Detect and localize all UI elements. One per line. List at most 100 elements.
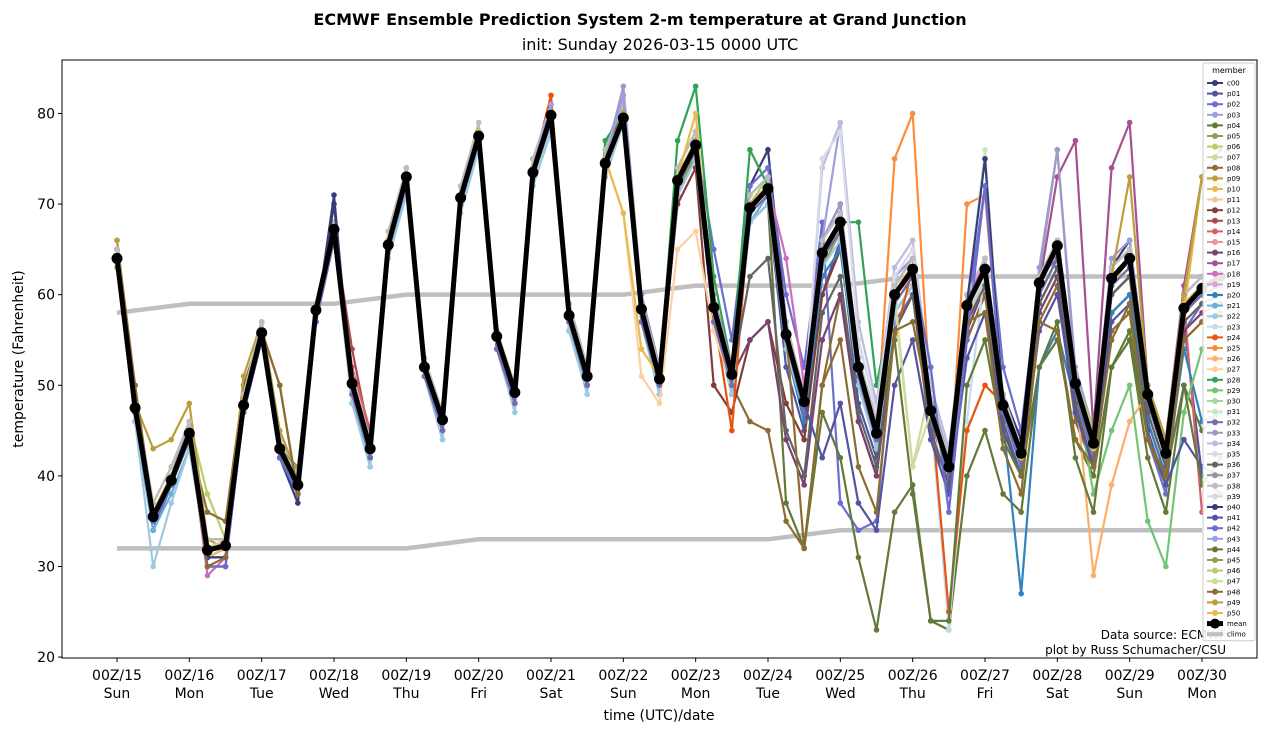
member-point-p34 [909, 237, 916, 244]
member-point-p42 [222, 563, 229, 570]
chart-subtitle: init: Sunday 2026-03-15 0000 UTC [522, 35, 798, 54]
legend-label: p28 [1227, 376, 1240, 384]
mean-point [871, 427, 882, 439]
mean-point [527, 166, 539, 178]
member-point-p22 [150, 563, 156, 570]
mean-point [129, 402, 141, 414]
legend-swatch-marker [1212, 281, 1218, 288]
legend-label: p40 [1227, 504, 1240, 512]
legend-label: p47 [1227, 578, 1240, 586]
mean-point [943, 461, 955, 473]
legend-entry-p01: p01 [1207, 90, 1240, 98]
legend-entry-p22: p22 [1207, 313, 1240, 321]
member-point-p44 [1126, 328, 1133, 334]
legend-swatch-marker [1212, 440, 1218, 447]
member-point-p48 [204, 563, 211, 570]
member-point-p20 [801, 418, 807, 425]
member-point-p16 [765, 319, 771, 325]
legend-entry-p40: p40 [1207, 504, 1240, 512]
member-point-p22 [512, 409, 518, 416]
mean-point [798, 396, 810, 408]
member-point-p02 [855, 527, 862, 534]
member-point-p26 [1108, 482, 1115, 488]
legend-swatch-marker [1212, 535, 1218, 542]
legend-label: p08 [1227, 164, 1240, 172]
legend-entry-p10: p10 [1207, 186, 1240, 194]
member-point-p40 [982, 155, 988, 162]
mean-point [400, 171, 412, 183]
legend-label: p49 [1227, 599, 1240, 607]
series-group [111, 83, 1226, 633]
legend-entry-p38: p38 [1207, 482, 1240, 490]
legend-label: p31 [1227, 408, 1240, 416]
member-point-p09 [114, 237, 120, 244]
member-point-p09 [168, 436, 175, 443]
climo-low-line [117, 527, 1202, 551]
member-point-p42 [982, 183, 988, 189]
legend-label: p50 [1227, 610, 1240, 618]
mean-point [455, 192, 467, 204]
member-point-p26 [1090, 572, 1097, 579]
legend-swatch-marker [1212, 164, 1218, 171]
member-point-p36 [837, 273, 844, 280]
legend-swatch-marker [1212, 546, 1218, 553]
legend-entry-p12: p12 [1207, 207, 1240, 215]
member-point-p04 [873, 627, 880, 633]
legend-swatch-marker [1212, 302, 1218, 309]
member-point-p21 [150, 527, 156, 534]
legend-label: p24 [1227, 334, 1241, 342]
legend-title: member [1212, 66, 1247, 75]
legend-label: p01 [1227, 90, 1240, 98]
legend-label: p45 [1227, 557, 1240, 565]
member-point-p36 [855, 409, 862, 416]
member-point-c00 [765, 146, 771, 153]
legend-swatch-marker [1212, 557, 1218, 563]
member-p24 [114, 92, 1223, 615]
legend-swatch-marker [1212, 228, 1218, 235]
legend-swatch-marker [1212, 461, 1218, 468]
member-point-p36 [801, 473, 807, 479]
legend-entry-p33: p33 [1207, 429, 1240, 437]
x-tick-day: Tue [249, 686, 274, 702]
mean-point [256, 327, 268, 339]
legend-entry-p31: p31 [1207, 408, 1240, 416]
member-point-p40 [331, 201, 337, 207]
legend-entry-p47: p47 [1207, 578, 1240, 586]
legend-swatch-marker [1212, 525, 1218, 532]
member-point-p41 [1181, 436, 1187, 443]
member-point-p48 [801, 545, 807, 552]
member-point-p48 [855, 464, 862, 470]
legend-label: p25 [1227, 345, 1240, 353]
member-point-p08 [204, 509, 211, 515]
member-point-p16 [819, 337, 826, 343]
legend-swatch-marker [1212, 207, 1218, 214]
member-point-p33 [837, 201, 844, 207]
member-point-p50 [620, 210, 627, 216]
legend-entry-p43: p43 [1207, 535, 1240, 543]
legend-label: p17 [1227, 260, 1240, 268]
legend-swatch-marker [1212, 376, 1218, 383]
member-point-p44 [1036, 364, 1043, 370]
x-tick-label: 00Z/19 [381, 668, 431, 684]
member-point-p34 [891, 264, 898, 271]
member-point-p44 [1072, 454, 1079, 461]
legend-swatch-marker [1210, 618, 1220, 629]
mean-point [111, 252, 123, 264]
legend-label: p05 [1227, 133, 1240, 141]
legend-swatch-marker [1212, 398, 1218, 404]
legend-entry-p08: p08 [1207, 164, 1240, 172]
y-axis-label: temperature (Fahrenheit) [11, 270, 27, 447]
member-point-p04 [1090, 473, 1097, 479]
member-point-p16 [801, 482, 807, 488]
x-tick-day: Wed [319, 686, 350, 702]
legend-label: p16 [1227, 249, 1241, 257]
mean-point [437, 414, 448, 426]
member-point-p44 [964, 382, 970, 389]
mean-point [220, 540, 231, 552]
x-tick-label: 00Z/29 [1105, 668, 1155, 684]
legend-entry-p03: p03 [1207, 111, 1240, 119]
y-tick-label: 70 [37, 197, 55, 213]
legend-label: p43 [1227, 535, 1240, 543]
plot-frame [61, 59, 1258, 659]
member-point-p48 [1126, 300, 1133, 307]
